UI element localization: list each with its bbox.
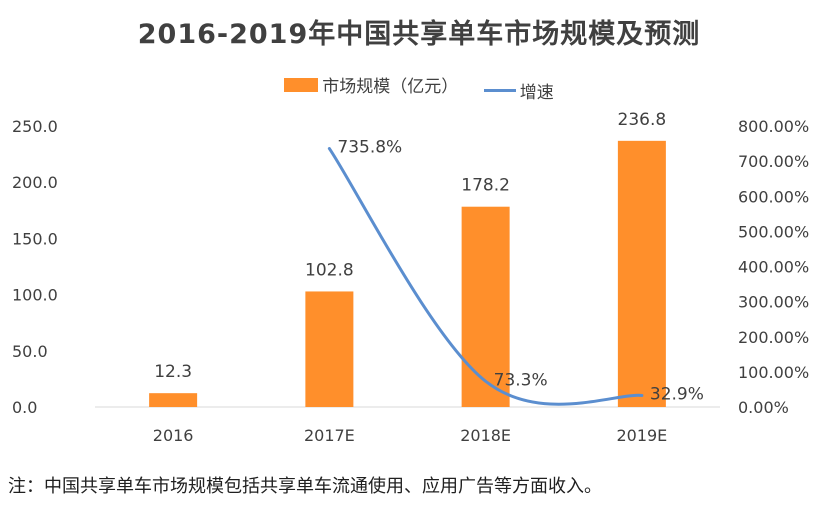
right-axis-tick-label: 200.00% bbox=[738, 328, 809, 347]
chart-title: 2016-2019年中国共享单车市场规模及预测 bbox=[137, 19, 701, 50]
x-axis-tick-label: 2016 bbox=[153, 426, 194, 445]
bar bbox=[305, 291, 354, 407]
bar-data-label: 102.8 bbox=[305, 260, 354, 280]
bar bbox=[149, 393, 198, 407]
line-data-label: 735.8% bbox=[337, 138, 402, 158]
bar-data-label: 12.3 bbox=[154, 362, 192, 382]
bar bbox=[617, 140, 666, 408]
left-axis-tick-label: 250.0 bbox=[12, 117, 58, 136]
line-data-label: 32.9% bbox=[650, 384, 704, 404]
x-axis-tick-label: 2018E bbox=[460, 426, 511, 445]
bar-data-label: 178.2 bbox=[461, 176, 510, 196]
right-axis-tick-label: 500.00% bbox=[738, 222, 809, 241]
legend-bar-swatch bbox=[284, 77, 319, 92]
right-axis-tick-label: 800.00% bbox=[738, 117, 809, 136]
right-axis-tick-label: 700.00% bbox=[738, 152, 809, 171]
legend-line-label: 增速 bbox=[519, 82, 554, 103]
legend-item-bar: 市场规模（亿元） bbox=[284, 72, 458, 97]
right-axis-tick-label: 0.00% bbox=[738, 398, 789, 417]
right-axis-tick-label: 100.00% bbox=[738, 363, 809, 382]
left-axis-tick-label: 50.0 bbox=[12, 342, 48, 361]
legend-line-swatch bbox=[483, 88, 516, 92]
growth-line bbox=[327, 147, 644, 406]
footnote: 注：中国共享单车市场规模包括共享单车流通使用、应用广告等方面收入。 bbox=[8, 476, 602, 497]
x-axis-tick-label: 2017E bbox=[304, 426, 355, 445]
legend-item-line: 增速 bbox=[483, 78, 554, 103]
left-axis-tick-label: 150.0 bbox=[12, 229, 58, 248]
left-axis-tick-label: 100.0 bbox=[12, 286, 58, 305]
bar-data-label: 236.8 bbox=[618, 110, 667, 130]
bar bbox=[461, 206, 510, 407]
legend-bar-label: 市场规模（亿元） bbox=[322, 77, 459, 97]
left-axis-tick-label: 0.0 bbox=[12, 398, 37, 417]
chart-plot-area: 0.0 50.0 100.0 150.0 200.0 250.0 0.00% 100.00% 2… bbox=[12, 110, 809, 445]
right-axis-tick-label: 400.00% bbox=[738, 258, 809, 277]
right-axis-tick-label: 300.00% bbox=[738, 293, 809, 312]
left-axis-tick-label: 200.0 bbox=[12, 173, 58, 192]
line-data-label: 73.3% bbox=[494, 370, 548, 390]
right-axis-tick-label: 600.00% bbox=[738, 187, 809, 206]
x-axis-tick-label: 2019E bbox=[616, 426, 667, 445]
legend: 市场规模（亿元） 增速 bbox=[0, 72, 838, 103]
